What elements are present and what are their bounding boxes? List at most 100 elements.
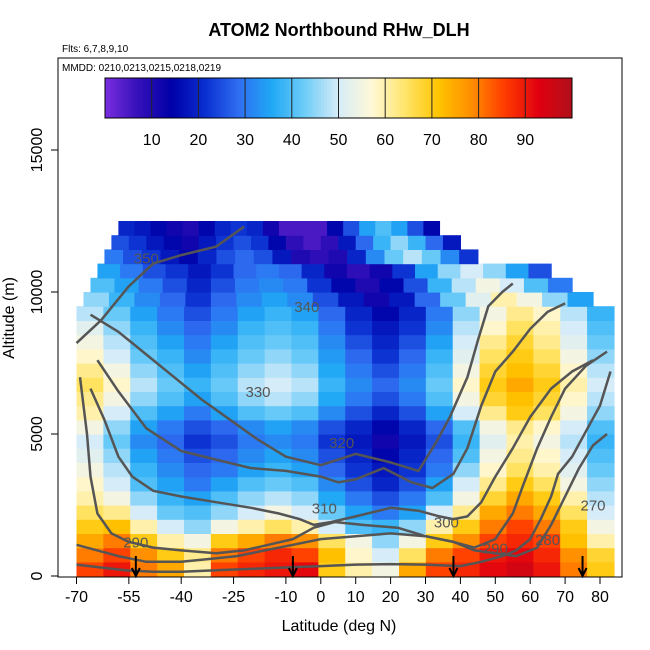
heatmap-cell xyxy=(291,419,319,435)
heatmap-cell xyxy=(506,490,534,506)
colorbar-segment xyxy=(478,78,483,118)
colorbar-segment xyxy=(186,78,191,118)
heatmap-cell xyxy=(587,363,615,378)
heatmap-cell xyxy=(183,533,212,549)
heatmap-cell xyxy=(425,320,454,336)
heatmap-cell xyxy=(506,561,534,577)
heatmap-cell xyxy=(210,533,239,549)
heatmap-cell xyxy=(372,306,400,321)
heatmap-cell xyxy=(479,561,508,577)
heatmap-cell xyxy=(560,348,588,364)
heatmap-cell xyxy=(237,363,266,378)
heatmap-cell xyxy=(301,263,325,279)
colorbar-segment xyxy=(443,78,447,118)
heatmap-cell xyxy=(398,363,427,378)
heatmap-cell xyxy=(157,348,185,364)
heatmap-cell xyxy=(130,363,158,378)
heatmap-cell xyxy=(318,434,346,449)
colorbar-segment xyxy=(466,78,471,118)
colorbar-segment xyxy=(554,78,558,118)
colorbar-segment xyxy=(548,78,553,118)
colorbar-segment xyxy=(472,78,477,118)
heatmap-cell xyxy=(425,235,444,250)
colorbar-segment xyxy=(361,78,366,118)
heatmap-cell xyxy=(533,490,561,506)
heatmap-cell xyxy=(182,221,200,236)
plot-frame xyxy=(57,57,623,578)
heatmap-cell xyxy=(210,277,236,293)
heatmap-cell xyxy=(533,377,561,392)
heatmap-cell xyxy=(237,519,266,534)
heatmap-cell xyxy=(587,377,615,392)
colorbar-segment xyxy=(525,78,529,118)
contour-line xyxy=(76,433,608,564)
heatmap-cell xyxy=(318,476,346,492)
heatmap-cell xyxy=(506,476,534,492)
heatmap-cell xyxy=(452,476,481,492)
heatmap-cell xyxy=(363,292,390,307)
colorbar-segment xyxy=(539,78,544,118)
heatmap-cell xyxy=(210,505,239,520)
heatmap-cell xyxy=(157,363,185,378)
colorbar-segment xyxy=(239,78,243,118)
heatmap-cell xyxy=(425,505,454,520)
heatmap-cell xyxy=(523,277,549,293)
contour-line xyxy=(78,350,608,555)
heatmap-cell xyxy=(264,306,293,321)
colorbar-segment xyxy=(169,78,173,118)
contour-label: 310 xyxy=(312,501,337,518)
colorbar-segment xyxy=(341,78,345,118)
heatmap-cell xyxy=(587,320,615,336)
colorbar-segment xyxy=(113,78,118,118)
colorbar-segment xyxy=(297,78,302,118)
colorbar-segment xyxy=(283,78,287,118)
heatmap-cell xyxy=(76,377,104,392)
heatmap-cell xyxy=(130,334,158,350)
heatmap-cell xyxy=(264,490,293,506)
heatmap-cell xyxy=(130,434,158,449)
colorbar-segment xyxy=(105,78,109,118)
x-tick-label: 70 xyxy=(556,589,574,606)
heatmap-cell xyxy=(560,306,588,321)
heatmap-cell xyxy=(372,377,400,392)
colorbar-segment xyxy=(569,78,573,118)
heatmap-cell xyxy=(506,533,534,549)
colorbar-segment xyxy=(431,78,436,118)
heatmap-cell xyxy=(425,519,454,534)
heatmap-cell xyxy=(165,263,189,279)
dates-label: MMDD: 0210,0213,0215,0218,0219 xyxy=(62,63,221,74)
colorbar-segment xyxy=(274,78,278,118)
colorbar-frame xyxy=(104,77,573,119)
heatmap-cell xyxy=(479,348,508,364)
heatmap-cell xyxy=(264,405,293,421)
heatmap-cell xyxy=(587,448,615,463)
heatmap-cell xyxy=(459,249,479,265)
heatmap-cell xyxy=(533,348,561,364)
colorbar-segment xyxy=(329,78,334,118)
heatmap-cell xyxy=(372,320,400,336)
colorbar-segment xyxy=(499,78,503,118)
heatmap-cell xyxy=(210,391,239,407)
profile-arrow-head xyxy=(287,567,298,579)
heatmap-cell xyxy=(264,561,293,577)
heatmap-cell xyxy=(130,490,158,506)
contour-label: 330 xyxy=(245,384,270,401)
x-tick-label: 80 xyxy=(591,589,609,606)
colorbar-segment xyxy=(107,78,112,118)
heatmap-cell xyxy=(287,292,314,307)
colorbar-segment xyxy=(242,78,246,118)
heatmap-cell xyxy=(528,263,552,279)
heatmap-cell xyxy=(345,547,373,563)
heatmap-cell xyxy=(214,221,232,236)
colorbar-segment xyxy=(294,78,299,118)
heatmap-cell xyxy=(237,434,266,449)
heatmap-cell xyxy=(398,348,427,364)
y-tick-label: 10000 xyxy=(29,270,46,315)
heatmap-cell xyxy=(533,320,561,336)
colorbar-segment xyxy=(408,78,412,118)
colorbar-segment xyxy=(496,78,500,118)
heatmap-cell xyxy=(183,505,212,520)
heatmap-cell xyxy=(83,292,110,307)
heatmap-cell xyxy=(372,490,400,506)
